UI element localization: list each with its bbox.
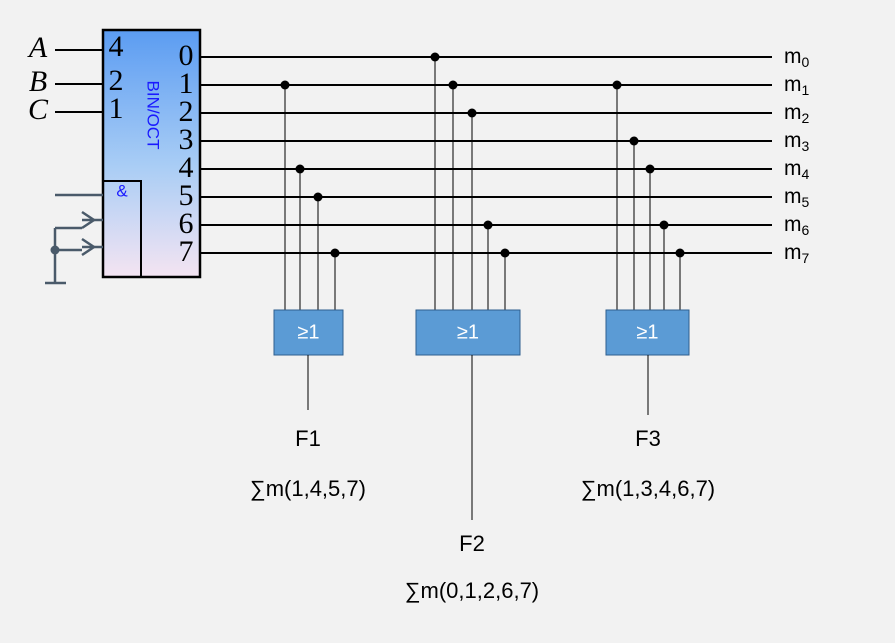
minterm-base: m — [784, 185, 802, 208]
enable-inputs — [45, 193, 103, 285]
or-gate — [605, 309, 690, 356]
minterm-base: m — [784, 45, 802, 68]
minterm-sub: 3 — [802, 138, 810, 154]
enable-label: & — [116, 181, 128, 200]
minterm-label: m6 — [784, 213, 810, 238]
junction — [430, 52, 440, 62]
output-number: 3 — [179, 123, 194, 156]
minterm-sub: 0 — [802, 54, 810, 70]
minterm-label: m7 — [784, 241, 810, 266]
junction — [629, 136, 639, 146]
junction — [675, 248, 685, 258]
function-name: F1 — [295, 426, 321, 451]
decoder-box — [101, 28, 202, 279]
input-weight: 2 — [109, 64, 124, 97]
junction — [645, 164, 655, 174]
junction — [313, 192, 323, 202]
minterm-base: m — [784, 213, 802, 236]
function-expression: ∑m(1,3,4,6,7) — [581, 476, 715, 501]
junction — [448, 80, 458, 90]
junction — [330, 248, 340, 258]
output-number: 1 — [179, 67, 194, 100]
minterm-label: m2 — [784, 101, 810, 126]
minterm-base: m — [784, 241, 802, 264]
or-gate — [415, 309, 521, 356]
function-expression: ∑m(0,1,2,6,7) — [405, 578, 539, 603]
output-number: 6 — [179, 207, 194, 240]
minterm-label: m1 — [784, 73, 810, 98]
enable-box — [102, 180, 142, 278]
input-weight: 1 — [109, 92, 124, 125]
minterm-base: m — [784, 129, 802, 152]
minterm-sub: 5 — [802, 194, 810, 210]
junction — [483, 220, 493, 230]
junction — [612, 80, 622, 90]
output-number: 0 — [179, 39, 194, 72]
input-weight: 4 — [109, 30, 124, 63]
function-expression: ∑m(1,4,5,7) — [250, 476, 366, 501]
function-name: F3 — [635, 426, 661, 451]
junction — [500, 248, 510, 258]
minterm-base: m — [784, 101, 802, 124]
input-label: A — [27, 31, 48, 64]
output-number: 7 — [179, 235, 194, 268]
minterm-base: m — [784, 73, 802, 96]
minterm-sub: 6 — [802, 222, 810, 238]
minterm-sub: 4 — [802, 166, 810, 182]
junction — [659, 220, 669, 230]
gate-symbol: ≥1 — [636, 321, 658, 343]
minterm-sub: 2 — [802, 110, 810, 126]
output-number: 2 — [179, 95, 194, 128]
decoder-label: BIN/OCT — [144, 81, 163, 150]
input-label: B — [29, 65, 47, 98]
input-label: C — [28, 93, 49, 126]
minterm-label: m0 — [784, 45, 810, 70]
output-number: 4 — [179, 151, 194, 184]
minterm-sub: 7 — [802, 250, 810, 266]
gate-symbol: ≥1 — [457, 321, 479, 343]
minterm-label: m4 — [784, 157, 810, 182]
junction — [467, 108, 477, 118]
function-name: F2 — [459, 531, 485, 556]
junction — [280, 80, 290, 90]
minterm-label: m3 — [784, 129, 810, 154]
junction — [295, 164, 305, 174]
minterm-sub: 1 — [802, 82, 810, 98]
output-number: 5 — [179, 179, 194, 212]
minterm-base: m — [784, 157, 802, 180]
minterm-label: m5 — [784, 185, 810, 210]
gate-symbol: ≥1 — [297, 321, 319, 343]
